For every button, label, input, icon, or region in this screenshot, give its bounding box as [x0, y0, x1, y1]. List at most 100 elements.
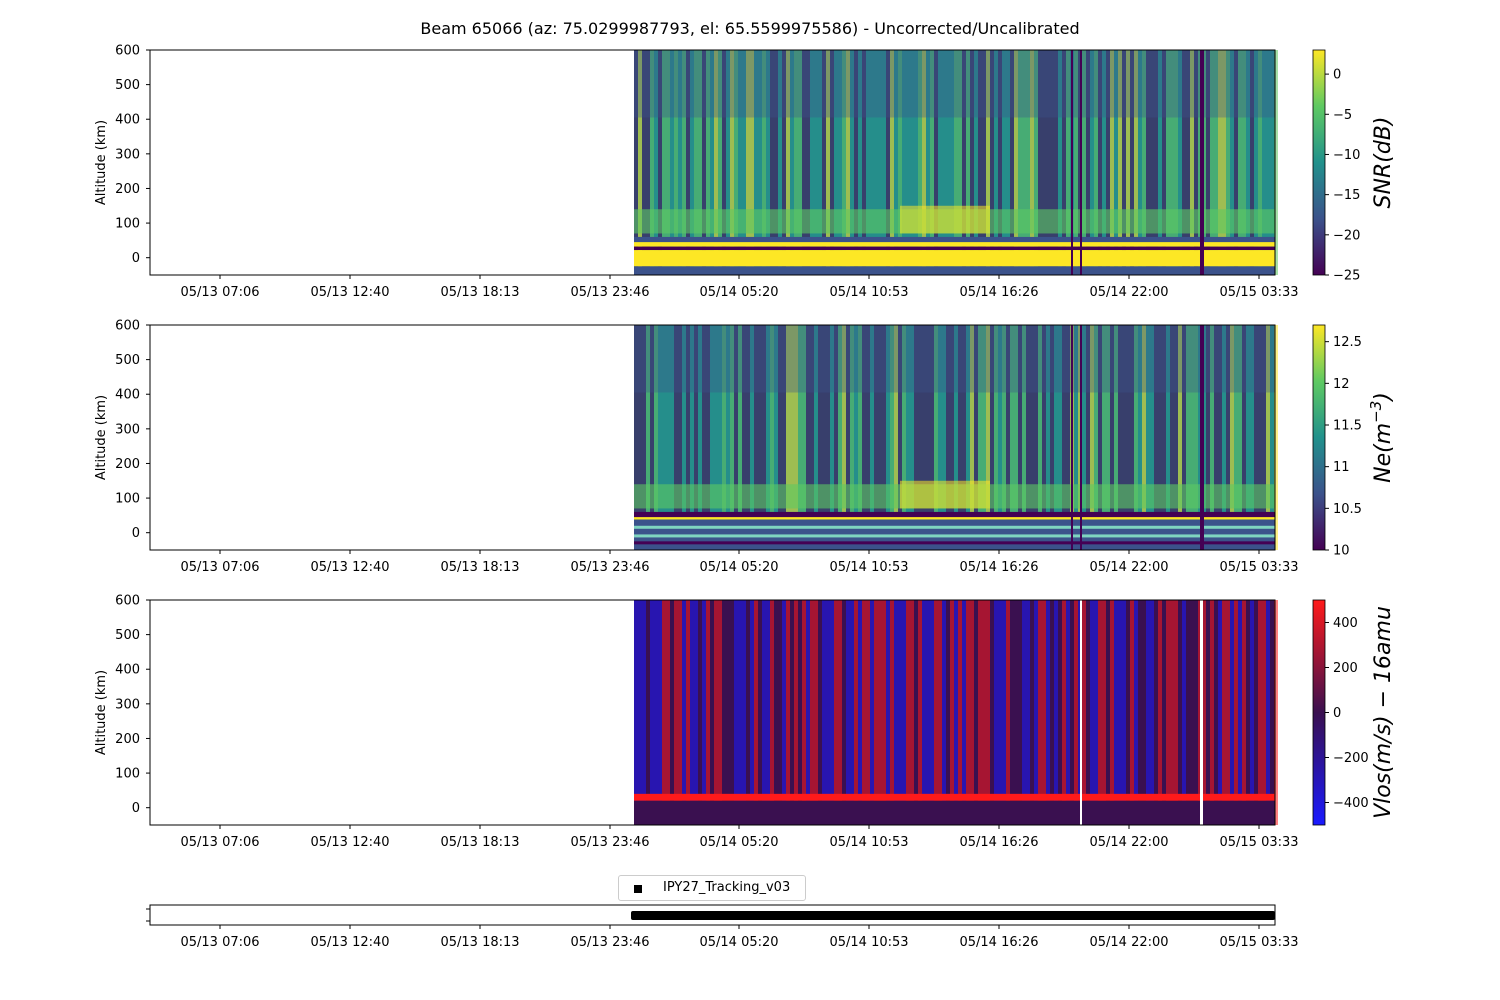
data-column [642, 325, 646, 550]
x-tick-label: 05/13 07:06 [180, 835, 259, 850]
data-column [1010, 325, 1014, 550]
low-band [634, 793, 1275, 801]
data-column [1126, 50, 1130, 275]
stripe-dark [634, 541, 1275, 545]
data-column [966, 50, 970, 275]
data-column [1046, 600, 1050, 825]
data-column [1026, 50, 1030, 275]
data-column [1182, 50, 1186, 275]
colorbar-tick-label: 10.5 [1333, 502, 1362, 517]
data-column [810, 600, 814, 825]
data-column [742, 600, 746, 825]
data-column [706, 50, 710, 275]
data-column [1218, 600, 1222, 825]
data-column [666, 600, 670, 825]
colorbar-tick-label: −15 [1333, 188, 1360, 203]
data-column [674, 50, 678, 275]
x-tick-label: 05/15 03:33 [1219, 285, 1298, 300]
y-tick-label: 200 [115, 732, 140, 747]
data-column [1122, 50, 1126, 275]
data-column [782, 325, 786, 550]
data-column [722, 600, 726, 825]
data-column [650, 50, 654, 275]
data-column [818, 50, 822, 275]
panel-3: 0 100 200 300 400 500 600 Altitude (km) 05/13 07… [94, 594, 1396, 851]
data-column [1246, 600, 1250, 825]
data-column [926, 600, 930, 825]
data-column [686, 600, 690, 825]
stripe-dark [634, 236, 1275, 244]
data-column [718, 600, 722, 825]
data-column [1066, 50, 1070, 275]
data-column [686, 325, 690, 550]
data-column [1114, 600, 1118, 825]
data-column [658, 600, 662, 825]
data-column [1254, 600, 1258, 825]
data-column [1094, 600, 1098, 825]
data-column [974, 50, 978, 275]
data-column [946, 50, 950, 275]
data-column [858, 325, 862, 550]
gap-line [1200, 600, 1203, 825]
data-column [682, 50, 686, 275]
data-column [690, 50, 694, 275]
data-column [1150, 600, 1154, 825]
data-column [730, 325, 734, 550]
data-column [1030, 600, 1034, 825]
data-column [790, 50, 794, 275]
data-column [934, 325, 938, 550]
data-column [726, 50, 730, 275]
data-column [854, 600, 858, 825]
data-column [794, 600, 798, 825]
data-column [746, 325, 750, 550]
data-column [914, 325, 918, 550]
data-column [798, 600, 802, 825]
data-column [1242, 600, 1246, 825]
data-column [1178, 50, 1182, 275]
data-column [1146, 600, 1150, 825]
data-column [754, 50, 758, 275]
data-column [1090, 600, 1094, 825]
stripe-bright [634, 517, 1275, 520]
data-column [1154, 600, 1158, 825]
data-column [938, 600, 942, 825]
x-tick-label: 05/14 05:20 [699, 560, 778, 575]
colorbar-label: Vlos(m/s) − 16amu [1371, 606, 1396, 819]
x-tick-label: 05/13 07:06 [180, 285, 259, 300]
plot-frame [149, 49, 1276, 276]
data-column [914, 50, 918, 275]
data-column [970, 50, 974, 275]
data-column [1182, 600, 1186, 825]
data-column [1226, 325, 1230, 550]
data-column [1034, 325, 1038, 550]
data-column [1178, 600, 1182, 825]
data-column [770, 325, 774, 550]
data-column [1210, 600, 1214, 825]
y-tick-label: 0 [132, 801, 140, 816]
data-column [778, 325, 782, 550]
data-column [962, 325, 966, 550]
data-column [1218, 325, 1222, 550]
data-column [1226, 600, 1230, 825]
data-column [986, 325, 990, 550]
data-column [658, 325, 662, 550]
data-column [838, 50, 842, 275]
data-column [850, 600, 854, 825]
data-column [830, 50, 834, 275]
data-column [1146, 325, 1150, 550]
data-column [910, 600, 914, 825]
data-column [682, 325, 686, 550]
x-tick-label: 05/13 18:13 [440, 935, 519, 950]
data-column [1082, 50, 1086, 275]
data-column [646, 50, 650, 275]
data-column [982, 325, 986, 550]
data-column [1066, 325, 1070, 550]
data-column [1122, 325, 1126, 550]
panel-1: 0 100 200 300 400 500 600 Altitude (km) 05/13 07… [94, 44, 1396, 301]
data-column [1118, 325, 1122, 550]
data-column [698, 325, 702, 550]
data-column [1190, 600, 1194, 825]
data-column [1230, 50, 1234, 275]
colorbar-tick-label: −400 [1333, 796, 1369, 811]
legend-label: IPY27_Tracking_v03 [663, 880, 791, 895]
